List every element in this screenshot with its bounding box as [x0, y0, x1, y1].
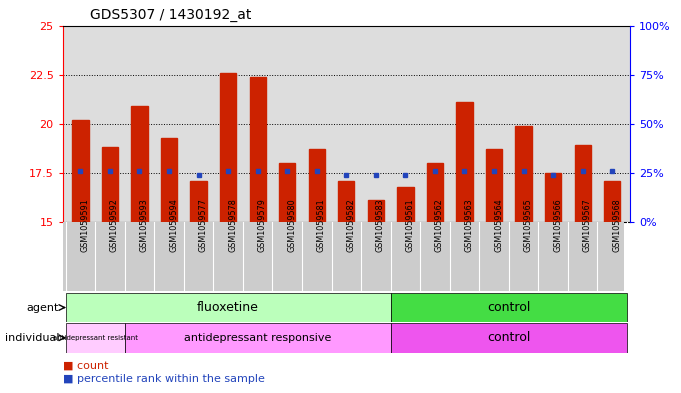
- Text: GSM1059583: GSM1059583: [376, 199, 385, 252]
- Text: GSM1059565: GSM1059565: [524, 198, 533, 252]
- Text: GSM1059563: GSM1059563: [464, 199, 473, 252]
- Bar: [368, 200, 384, 222]
- Text: agent: agent: [27, 303, 59, 312]
- Bar: [486, 149, 502, 222]
- Text: GSM1059591: GSM1059591: [80, 198, 89, 252]
- Text: GSM1059577: GSM1059577: [199, 198, 208, 252]
- Text: antidepressant responsive: antidepressant responsive: [184, 333, 332, 343]
- Bar: [161, 138, 177, 222]
- Bar: [125, 323, 391, 353]
- Text: GSM1059567: GSM1059567: [583, 198, 592, 252]
- Text: GSM1059561: GSM1059561: [405, 199, 414, 252]
- Bar: [279, 163, 296, 222]
- Bar: [391, 323, 627, 353]
- Text: ■ percentile rank within the sample: ■ percentile rank within the sample: [63, 374, 264, 384]
- Bar: [604, 181, 620, 222]
- Text: individual: individual: [5, 333, 59, 343]
- Text: GSM1059566: GSM1059566: [553, 199, 562, 252]
- Bar: [338, 181, 354, 222]
- Text: GSM1059594: GSM1059594: [169, 198, 178, 252]
- Text: control: control: [487, 301, 530, 314]
- Bar: [397, 187, 413, 222]
- Text: GSM1059578: GSM1059578: [228, 198, 237, 252]
- Bar: [65, 293, 391, 322]
- Text: GSM1059592: GSM1059592: [110, 198, 119, 252]
- Text: control: control: [487, 331, 530, 344]
- Text: GSM1059568: GSM1059568: [612, 199, 621, 252]
- Bar: [65, 323, 125, 353]
- Text: GDS5307 / 1430192_at: GDS5307 / 1430192_at: [90, 7, 251, 22]
- Text: GSM1059580: GSM1059580: [287, 199, 296, 252]
- Bar: [191, 181, 207, 222]
- Bar: [72, 120, 89, 222]
- Bar: [249, 77, 266, 222]
- Text: antidepressant resistant: antidepressant resistant: [52, 335, 138, 341]
- Text: GSM1059593: GSM1059593: [140, 198, 148, 252]
- Bar: [545, 173, 561, 222]
- Bar: [101, 147, 118, 222]
- Bar: [427, 163, 443, 222]
- Text: GSM1059564: GSM1059564: [494, 199, 503, 252]
- Text: GSM1059579: GSM1059579: [257, 198, 267, 252]
- Text: GSM1059562: GSM1059562: [435, 198, 444, 252]
- Bar: [220, 73, 236, 222]
- Bar: [516, 126, 532, 222]
- Text: ■ count: ■ count: [63, 361, 108, 371]
- Bar: [456, 102, 473, 222]
- Text: GSM1059582: GSM1059582: [346, 198, 355, 252]
- Text: fluoxetine: fluoxetine: [197, 301, 259, 314]
- Bar: [131, 106, 148, 222]
- Bar: [575, 145, 591, 222]
- Text: GSM1059581: GSM1059581: [317, 199, 326, 252]
- Bar: [391, 293, 627, 322]
- Bar: [308, 149, 325, 222]
